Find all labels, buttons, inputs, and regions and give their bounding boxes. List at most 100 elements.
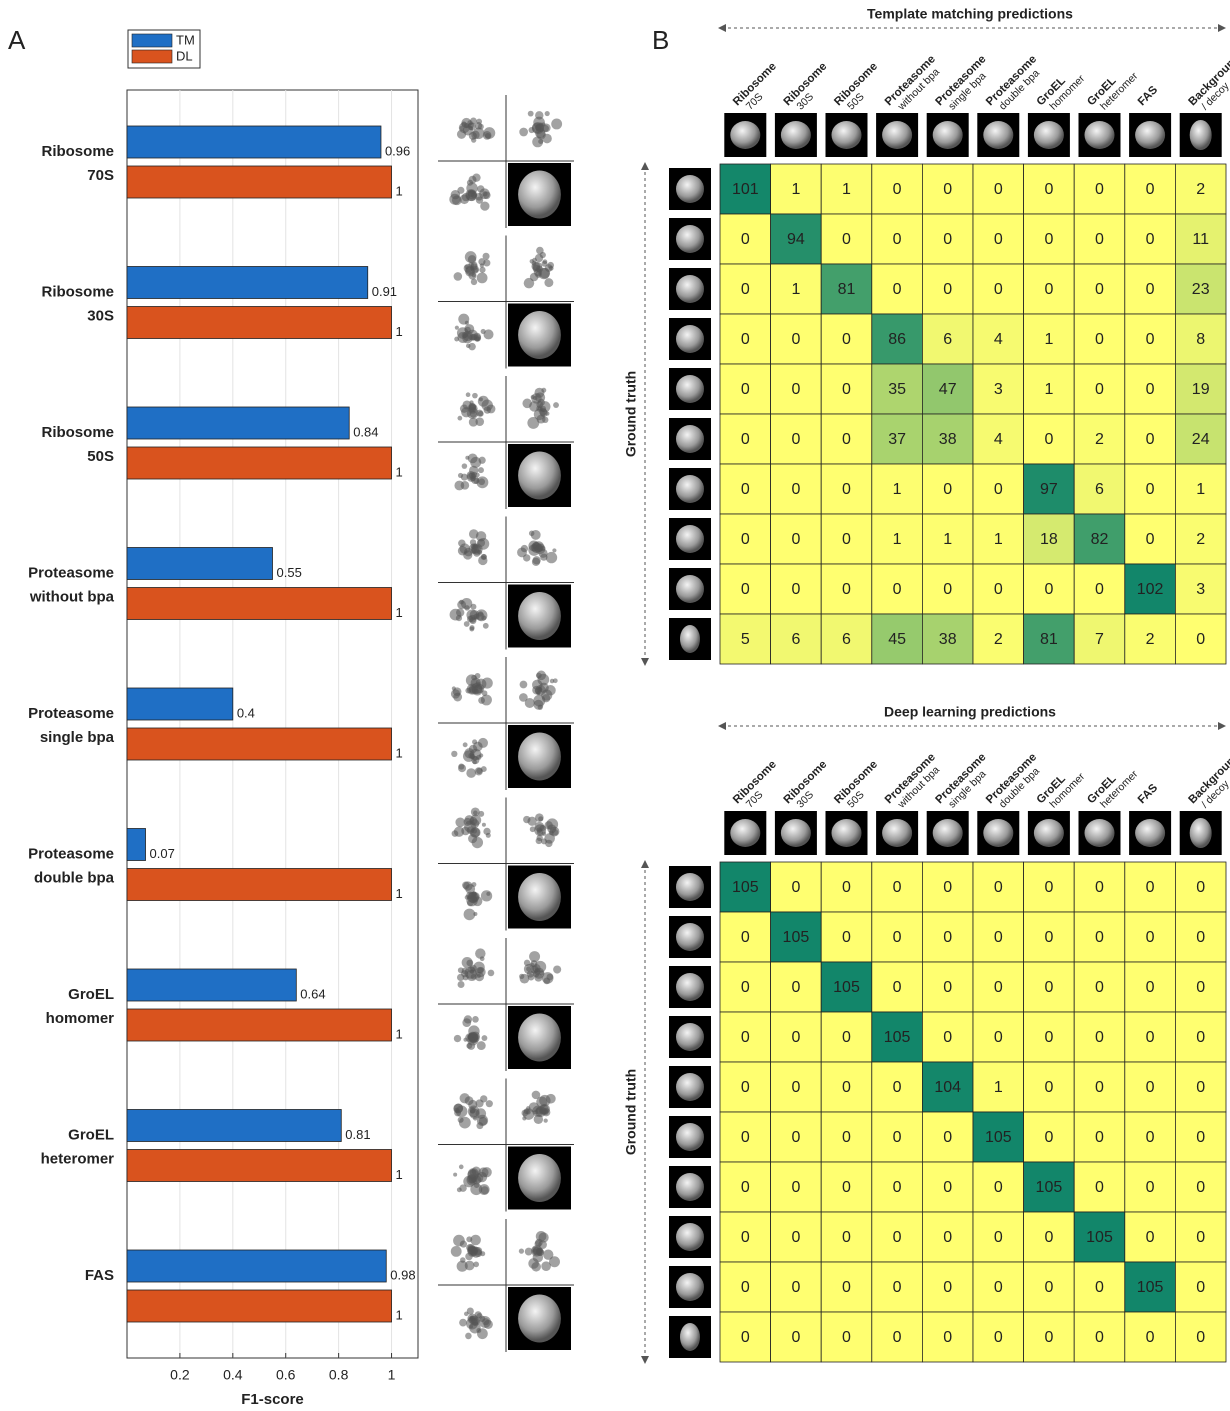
- density-speck: [467, 1245, 477, 1255]
- density-speck: [544, 278, 554, 288]
- heatmap-cell: [922, 263, 974, 315]
- category-label: 50S: [87, 448, 114, 465]
- density-speck: [474, 336, 480, 342]
- cell-value: 0: [791, 331, 800, 348]
- density-speck: [534, 973, 543, 982]
- value-label: 0.91: [372, 284, 397, 299]
- cell-value: 0: [1196, 1229, 1205, 1246]
- cell-value: 0: [893, 1229, 902, 1246]
- heatmap-cell: [922, 363, 974, 415]
- heatmap-cell: [770, 1011, 822, 1063]
- cell-value: 94: [787, 231, 805, 248]
- heatmap-cell: [1175, 163, 1227, 215]
- bar: [126, 587, 392, 620]
- density-speck: [471, 674, 477, 681]
- heatmap-cell: [1023, 861, 1075, 913]
- cell-value: 86: [888, 331, 906, 348]
- cell-value: 2: [1095, 431, 1104, 448]
- heatmap-cell: [820, 563, 873, 615]
- cell-value: 0: [842, 331, 851, 348]
- cell-value: 0: [1146, 929, 1155, 946]
- density-speck: [469, 626, 475, 632]
- density-speck: [476, 754, 482, 760]
- cell-value: 0: [791, 1279, 800, 1296]
- density-speck: [534, 253, 544, 263]
- particle-render: [676, 425, 704, 453]
- density-speck: [482, 191, 488, 197]
- cell-value: 0: [741, 381, 750, 398]
- heatmap-cell: [1073, 463, 1126, 515]
- density-speck: [472, 392, 478, 399]
- bar: [126, 406, 350, 440]
- value-label: 1: [396, 1026, 403, 1041]
- particle-render: [730, 121, 761, 149]
- bar: [126, 1149, 392, 1182]
- density-speck: [546, 818, 559, 831]
- density-speck: [462, 742, 468, 748]
- cell-value: 0: [1095, 331, 1104, 348]
- density-speck: [524, 1247, 533, 1256]
- x-tick-label: 0.6: [276, 1367, 296, 1383]
- density-speck: [552, 548, 557, 553]
- cell-value: 0: [741, 929, 750, 946]
- heatmap-cell: [719, 1211, 771, 1263]
- density-speck: [468, 417, 478, 427]
- density-speck: [549, 1256, 560, 1268]
- cell-value: 4: [994, 331, 1003, 348]
- heatmap-cell: [1175, 911, 1227, 963]
- density-speck: [454, 336, 460, 342]
- particle-render: [676, 575, 704, 603]
- cell-value: 0: [842, 1029, 851, 1046]
- heatmap-cell: [770, 861, 822, 913]
- heatmap-cell: [770, 513, 822, 565]
- cell-value: 0: [994, 1329, 1003, 1346]
- cell-value: 0: [943, 231, 952, 248]
- bar: [126, 1008, 392, 1042]
- cell-value: 105: [884, 1029, 911, 1046]
- x-tick-label: 1: [388, 1367, 396, 1383]
- cell-value: 0: [791, 531, 800, 548]
- column-label: Ribosome50S: [832, 758, 888, 814]
- bar: [126, 306, 392, 339]
- x-tick-label: 0.8: [329, 1367, 349, 1383]
- heatmap-cell: [871, 613, 923, 665]
- cell-value: 0: [1146, 531, 1155, 548]
- heatmap-cell: [1175, 263, 1227, 315]
- cell-value: 0: [1095, 381, 1104, 398]
- cell-value: 0: [1196, 979, 1205, 996]
- value-label: 0.98: [390, 1267, 415, 1282]
- density-speck: [527, 416, 540, 429]
- particle-render: [676, 275, 704, 303]
- density-speck: [481, 615, 487, 621]
- column-label: FAS: [1136, 782, 1161, 807]
- cell-value: 0: [1196, 1329, 1205, 1346]
- cell-value: 0: [1146, 181, 1155, 198]
- heatmap-cell: [1124, 1011, 1176, 1063]
- heatmap-cell: [1023, 613, 1075, 665]
- category-label: without bpa: [29, 588, 115, 605]
- cell-value: 0: [1044, 431, 1053, 448]
- heatmap-cell: [719, 1311, 771, 1363]
- cell-value: 0: [1146, 879, 1155, 896]
- heatmap-cell: [922, 911, 974, 963]
- heatmap-cell: [719, 413, 771, 465]
- heatmap-cell: [972, 413, 1024, 465]
- heatmap-cell: [922, 1311, 974, 1363]
- heatmap-cell: [972, 463, 1024, 515]
- particle-render: [676, 873, 704, 901]
- category-label: Proteasome: [28, 705, 114, 722]
- cell-value: 1: [1044, 331, 1053, 348]
- particle-render: [518, 1013, 561, 1062]
- cell-value: 0: [893, 181, 902, 198]
- density-speck: [465, 392, 471, 398]
- column-label-line: FAS: [1136, 782, 1161, 807]
- density-speck: [543, 1249, 554, 1260]
- cell-value: 0: [791, 1029, 800, 1046]
- density-speck: [545, 551, 558, 564]
- cell-value: 0: [1044, 1129, 1053, 1146]
- density-speck: [464, 605, 470, 611]
- particle-render: [932, 819, 963, 847]
- heatmap-cell: [1124, 861, 1176, 913]
- particle-render: [780, 819, 811, 847]
- cell-value: 0: [994, 979, 1003, 996]
